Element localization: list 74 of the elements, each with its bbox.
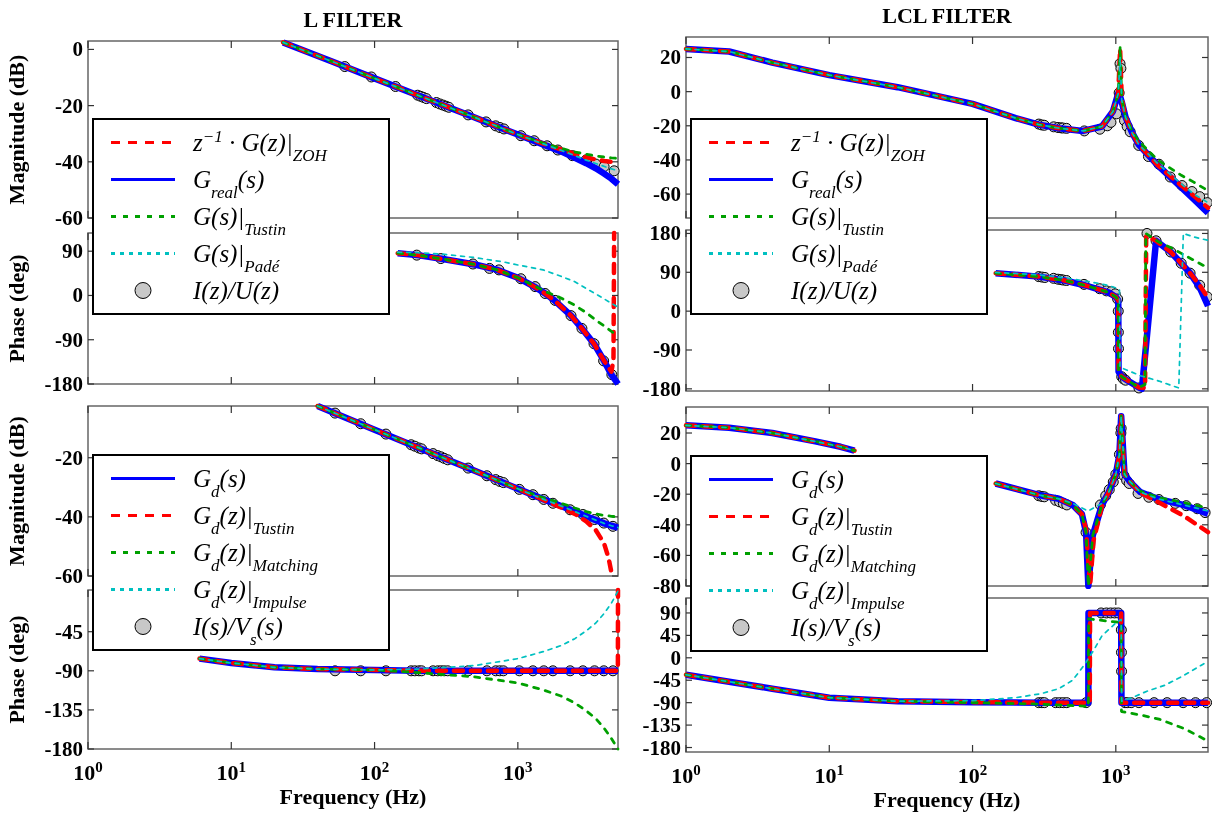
y-tick-label: -135: [44, 697, 83, 722]
y-tick-label: -45: [55, 619, 83, 644]
y-tick-label: 0: [72, 37, 83, 62]
y-tick-label: -40: [653, 147, 681, 172]
x-tick-label: 10$^{2}$: [957, 762, 988, 788]
chart-title: L FILTER: [303, 7, 404, 32]
chart-title: LCL FILTER: [882, 3, 1013, 28]
y-tick-label: -60: [55, 206, 83, 230]
y-tick-label: 0: [670, 299, 681, 324]
x-axis-title: Frequency (Hz): [873, 787, 1021, 812]
legend-label: G$_{d}$(z)|$_{Impulse}$: [193, 575, 308, 611]
y-tick-label: -60: [55, 564, 83, 588]
y-tick-label: -180: [44, 737, 83, 761]
legend-label: G$_{real}$(s): [193, 165, 265, 201]
y-tick-label: 0: [72, 283, 83, 308]
y-tick-label: -40: [55, 504, 83, 529]
legend-label: G(s)|$_{Padé}$: [791, 239, 879, 275]
y-tick-label: -20: [55, 93, 83, 118]
y-axis-title: Phase (deg): [4, 254, 29, 363]
y-tick-label: 90: [660, 600, 681, 625]
x-tick-label: 10$^{0}$: [671, 762, 701, 788]
x-tick-label: 10$^{3}$: [1101, 762, 1131, 788]
y-tick-label: 90: [62, 239, 83, 264]
x-tick-label: 10$^{3}$: [503, 759, 533, 785]
x-tick-label: 10$^{2}$: [359, 759, 390, 785]
legend-label: G$_{d}$(z)|$_{Tustin}$: [791, 502, 893, 538]
y-tick-label: 20: [660, 45, 681, 70]
y-tick-label: -90: [653, 690, 681, 715]
legend-label: z$^{−1}$ · G(z)|$_{ZOH}$: [192, 126, 329, 164]
y-tick-label: -135: [642, 713, 681, 738]
y-tick-label: -90: [55, 327, 83, 352]
y-tick-label: 45: [660, 623, 681, 648]
y-tick-label: -20: [653, 482, 681, 507]
y-tick-label: -40: [55, 149, 83, 174]
legend-label: G$_{d}$(z)|$_{Matching}$: [193, 538, 318, 574]
legend-label: I(z)/U(z): [192, 276, 280, 305]
legend-label: I(s)/V$_{s}$(s): [790, 613, 881, 649]
y-tick-label: -20: [653, 113, 681, 138]
legend-label: G(s)|$_{Tustin}$: [791, 202, 884, 238]
y-axis-title: Magnitude (dB): [4, 416, 29, 566]
y-tick-label: 0: [670, 645, 681, 670]
y-tick-label: -180: [44, 372, 83, 396]
y-tick-label: -40: [653, 512, 681, 537]
y-tick-label: -20: [55, 445, 83, 470]
legend-label: I(z)/U(z): [790, 276, 878, 305]
legend-label: G$_{real}$(s): [791, 165, 863, 201]
legend-label: G(s)|$_{Padé}$: [193, 239, 281, 275]
y-axis-title: Phase (deg): [4, 615, 29, 724]
x-tick-label: 10$^{1}$: [814, 762, 845, 788]
y-tick-label: -45: [653, 668, 681, 693]
y-tick-label: -90: [55, 658, 83, 683]
y-tick-label: -180: [642, 376, 681, 401]
y-tick-label: -60: [653, 543, 681, 568]
y-tick-label: 0: [670, 79, 681, 104]
legend-label: z$^{−1}$ · G(z)|$_{ZOH}$: [790, 126, 927, 164]
legend-label: G$_{d}$(z)|$_{Impulse}$: [791, 576, 906, 612]
y-tick-label: 180: [649, 221, 681, 246]
y-tick-label: -180: [642, 735, 681, 760]
y-tick-label: 20: [660, 421, 681, 446]
y-tick-label: -80: [653, 574, 681, 598]
x-tick-label: 10$^{1}$: [216, 759, 247, 785]
legend-label: I(s)/V$_{s}$(s): [192, 612, 283, 648]
y-tick-label: -60: [653, 182, 681, 207]
legend-label: G$_{d}$(s): [193, 464, 246, 500]
x-axis-title: Frequency (Hz): [279, 784, 427, 809]
legend-label: G$_{d}$(z)|$_{Tustin}$: [193, 501, 295, 537]
legend-label: G$_{d}$(z)|$_{Matching}$: [791, 539, 916, 575]
y-tick-label: 90: [660, 260, 681, 285]
x-tick-label: 10$^{0}$: [73, 759, 103, 785]
y-axis-title: Magnitude (dB): [4, 54, 29, 205]
legend-label: G$_{d}$(s): [791, 465, 844, 501]
legend-label: G(s)|$_{Tustin}$: [193, 202, 286, 238]
y-tick-label: -90: [653, 337, 681, 362]
y-tick-label: 0: [670, 451, 681, 476]
